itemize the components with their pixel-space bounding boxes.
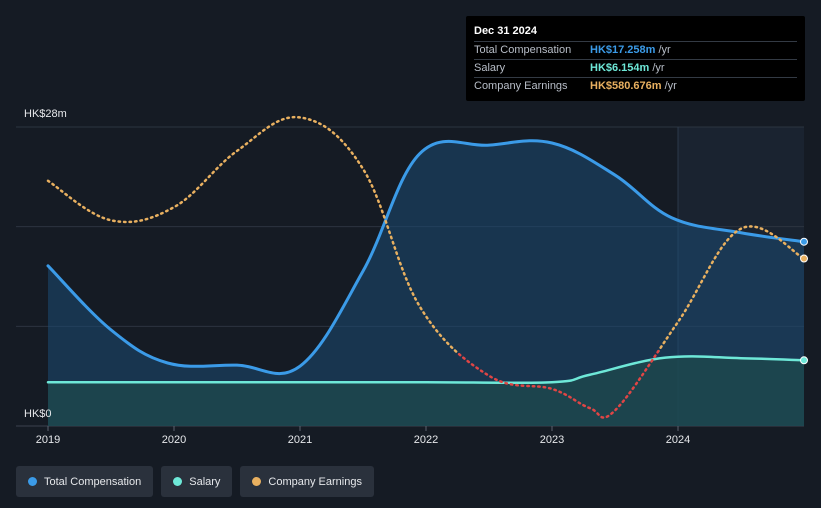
tooltip-label: Total Compensation [474, 44, 572, 56]
x-tick-label: 2021 [288, 434, 312, 446]
salary-line [46, 355, 806, 385]
x-tick-label: 2023 [540, 434, 564, 446]
tooltip-row-earnings: Company Earnings HK$580.676m /yr [474, 77, 797, 95]
company-earnings-line [46, 115, 806, 419]
y-axis-max-label: HK$28m [24, 108, 67, 120]
legend-dot-icon [252, 477, 262, 486]
legend-label: Total Compensation [44, 475, 142, 488]
tooltip: Dec 31 2024 Total Compensation HK$17.258… [466, 16, 805, 101]
x-tick-label: 2022 [414, 434, 438, 446]
x-tick-label: 2019 [36, 434, 60, 446]
legend-dot-icon [173, 477, 183, 486]
tooltip-date: Dec 31 2024 [474, 25, 537, 37]
x-tick-label: 2024 [666, 434, 690, 446]
tooltip-label: Salary [474, 62, 506, 74]
y-axis-min-label: HK$0 [24, 408, 52, 420]
tooltip-label: Company Earnings [474, 80, 568, 92]
legend-total-compensation[interactable]: Total Compensation [16, 466, 154, 497]
tooltip-unit: /yr [652, 62, 665, 74]
x-tick-label: 2020 [162, 434, 186, 446]
salary-area [48, 356, 804, 426]
salary-end-dot [800, 356, 808, 365]
tooltip-row-salary: Salary HK$6.154m /yr [474, 59, 797, 77]
tooltip-value: HK$6.154m [590, 62, 650, 74]
company-earnings-end-dot [800, 254, 808, 263]
total-compensation-line [46, 139, 806, 376]
tooltip-value: HK$17.258m [590, 44, 656, 56]
tooltip-unit: /yr [658, 44, 671, 56]
legend-dot-icon [28, 477, 37, 486]
legend-company-earnings[interactable]: Company Earnings [240, 466, 374, 497]
legend-label: Company Earnings [268, 475, 362, 488]
tooltip-value: HK$580.676m [590, 80, 662, 92]
legend-salary[interactable]: Salary [161, 466, 233, 497]
total-compensation-area [48, 140, 804, 426]
total-compensation-end-dot [800, 237, 808, 246]
legend-label: Salary [189, 475, 221, 488]
tooltip-row-total: Total Compensation HK$17.258m /yr [474, 41, 797, 59]
tooltip-unit: /yr [664, 80, 677, 92]
legend: Total Compensation Salary Company Earnin… [16, 466, 374, 497]
